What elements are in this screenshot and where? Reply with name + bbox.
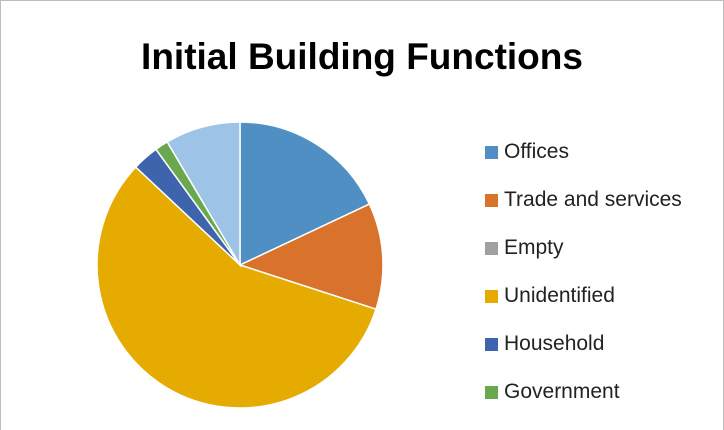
legend-swatch: [485, 337, 498, 351]
legend-swatch: [485, 241, 498, 255]
pie-slice-trade-and-services: [237, 203, 384, 311]
legend-item: Offices: [485, 128, 682, 176]
pie-slice-unidentified: [96, 166, 377, 409]
legend-swatch: [485, 289, 498, 303]
legend-label: Household: [504, 332, 605, 355]
legend-label: Government: [504, 380, 620, 403]
legend-item: Empty: [485, 224, 682, 272]
legend-label: Empty: [504, 236, 564, 259]
pie-slices: [96, 121, 384, 409]
legend-item: Household: [485, 320, 682, 368]
legend-label: Offices: [504, 140, 569, 163]
legend-swatch: [485, 385, 498, 399]
legend-label: Trade and services: [504, 188, 682, 211]
legend-item: Government: [485, 368, 682, 416]
pie-slice-offices: [239, 121, 371, 267]
legend-label: Unidentified: [504, 284, 615, 307]
chart-title: Initial Building Functions: [141, 36, 583, 77]
legend-item: Trade and services: [485, 176, 682, 224]
legend-swatch: [485, 193, 498, 207]
legend-item: Unidentified: [485, 272, 682, 320]
legend-swatch: [485, 145, 498, 159]
chart-legend: Offices Trade and services Empty Unidentifi…: [485, 128, 682, 416]
pie-slice-other: [166, 121, 241, 268]
